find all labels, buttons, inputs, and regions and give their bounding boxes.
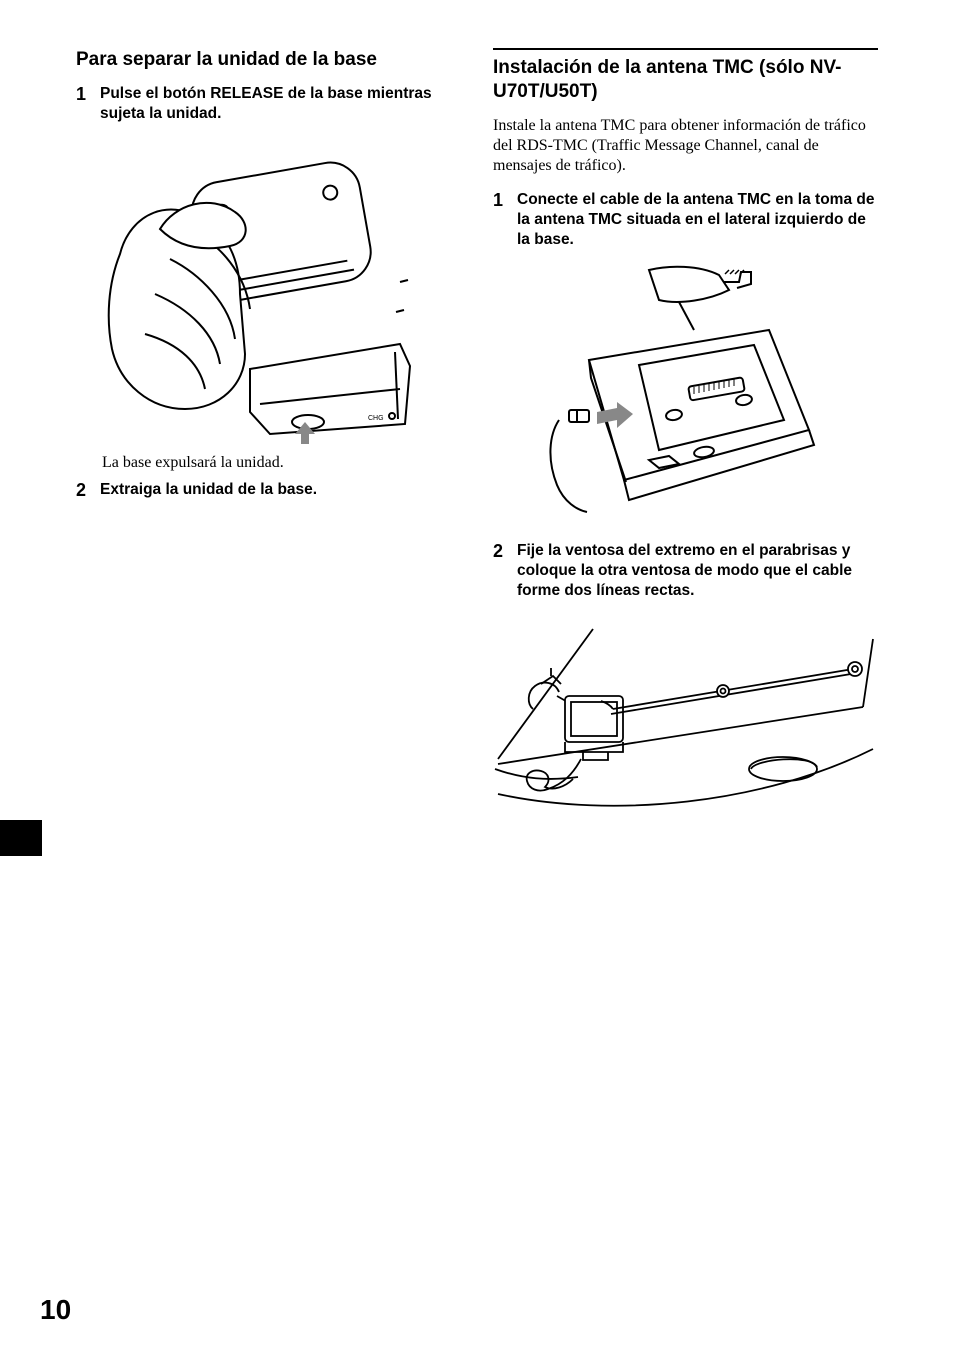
step-number: 1 [76, 84, 92, 105]
step-text: Fije la ventosa del extremo en el parabr… [517, 541, 878, 601]
left-column: Para separar la unidad de la base 1 Puls… [76, 48, 461, 854]
left-step-2: 2 Extraiga la unidad de la base. [76, 480, 461, 501]
left-step-1-caption: La base expulsará la unidad. [102, 453, 461, 474]
step-text: Extraiga la unidad de la base. [100, 480, 317, 500]
svg-text:CHG: CHG [368, 415, 384, 422]
step-text: Pulse el botón RELEASE de la base mientr… [100, 84, 461, 124]
left-section-title: Para separar la unidad de la base [76, 48, 461, 72]
page-content: Para separar la unidad de la base 1 Puls… [0, 0, 954, 854]
right-step-1: 1 Conecte el cable de la antena TMC en l… [493, 190, 878, 250]
step-number: 2 [493, 541, 509, 562]
page-number: 10 [40, 1294, 71, 1326]
figure-tmc-cable-cradle [529, 260, 829, 520]
section-rule [493, 48, 878, 50]
right-column: Instalación de la antena TMC (sólo NV-U7… [493, 48, 878, 854]
right-intro: Instale la antena TMC para obtener infor… [493, 116, 878, 176]
step-number: 2 [76, 480, 92, 501]
right-step-2: 2 Fije la ventosa del extremo en el para… [493, 541, 878, 601]
side-tab-marker [0, 820, 42, 856]
step-text: Conecte el cable de la antena TMC en la … [517, 190, 878, 250]
right-section-title: Instalación de la antena TMC (sólo NV-U7… [493, 56, 878, 104]
figure-release-unit: CHG [100, 134, 420, 444]
figure-windshield-antenna [493, 619, 878, 849]
left-step-1: 1 Pulse el botón RELEASE de la base mien… [76, 84, 461, 124]
step-number: 1 [493, 190, 509, 211]
